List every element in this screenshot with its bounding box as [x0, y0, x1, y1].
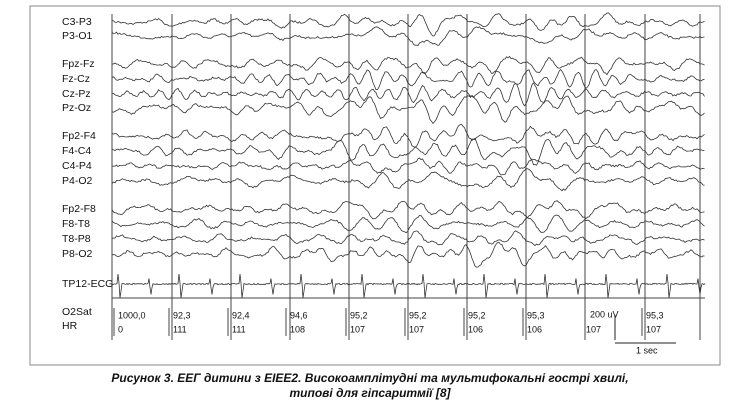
channel-label: Fpz-Fz: [62, 58, 95, 70]
eeg-trace: [111, 82, 705, 107]
channel-label: C4-P4: [62, 160, 92, 172]
eeg-trace: [111, 230, 705, 247]
o2sat-value: 95,2: [409, 310, 427, 320]
o2sat-value: 1000,0: [118, 310, 146, 320]
eeg-trace: [111, 137, 705, 166]
channel-label: F8-T8: [62, 218, 90, 230]
time-scale: 1 sec: [636, 345, 658, 355]
eeg-trace: [111, 94, 705, 125]
hr-label: HR: [62, 320, 78, 332]
eeg-trace: [111, 168, 705, 192]
hr-value: 107: [646, 324, 661, 334]
caption-line: Рисунок 3. ЕЕГ дитини з EIEE2. Високоамп…: [111, 371, 628, 385]
hr-value: 111: [173, 324, 187, 334]
eeg-trace: [111, 241, 705, 268]
figure-frame: [29, 5, 721, 366]
hr-value: 106: [527, 324, 542, 334]
channel-label: Pz-Oz: [62, 102, 91, 114]
eeg-trace: [111, 26, 705, 46]
eeg-trace: [111, 123, 705, 148]
eeg-trace: [111, 157, 705, 176]
eeg-trace: [111, 55, 705, 76]
ecg-trace: [111, 273, 706, 299]
channel-label: Fp2-F4: [62, 130, 96, 142]
caption-line: типові для гіпсаритмії [8]: [290, 386, 452, 400]
hr-value: 108: [290, 324, 305, 334]
hr-value: 0: [118, 324, 123, 334]
ecg-label: TP12-ECG: [62, 278, 113, 290]
eeg-trace: [111, 12, 705, 37]
channel-label: P4-O2: [62, 175, 93, 187]
channel-label: T8-P8: [62, 233, 91, 245]
eeg-trace: [111, 200, 705, 220]
eeg-traces: [111, 12, 706, 340]
channel-label: F4-C4: [62, 145, 91, 157]
channel-label: Fp2-F8: [62, 203, 96, 215]
hr-value: 111: [232, 324, 246, 334]
hr-value: 107: [409, 324, 424, 334]
hr-value: 107: [350, 324, 365, 334]
o2sat-value: 94,6: [290, 310, 308, 320]
channel-label: P3-O1: [62, 30, 93, 42]
o2sat-label: O2Sat: [62, 306, 92, 318]
o2sat-value: 95,3: [646, 310, 664, 320]
channel-label: Fz-Cz: [62, 73, 90, 85]
eeg-trace: [111, 68, 705, 90]
o2sat-value: 95,3: [527, 310, 545, 320]
o2sat-value: 92,4: [232, 310, 250, 320]
o2sat-value: 95,2: [468, 310, 486, 320]
amplitude-scale: 200 uV: [590, 309, 619, 319]
o2sat-value: 92,3: [173, 310, 191, 320]
eeg-trace: [111, 214, 705, 234]
channel-label: C3-P3: [62, 16, 92, 28]
channel-label: P8-O2: [62, 248, 93, 260]
o2sat-value: 95,2: [350, 310, 368, 320]
hr-value: 107: [586, 324, 601, 334]
hr-value: 106: [468, 324, 483, 334]
channel-label: Cz-Pz: [62, 88, 91, 100]
